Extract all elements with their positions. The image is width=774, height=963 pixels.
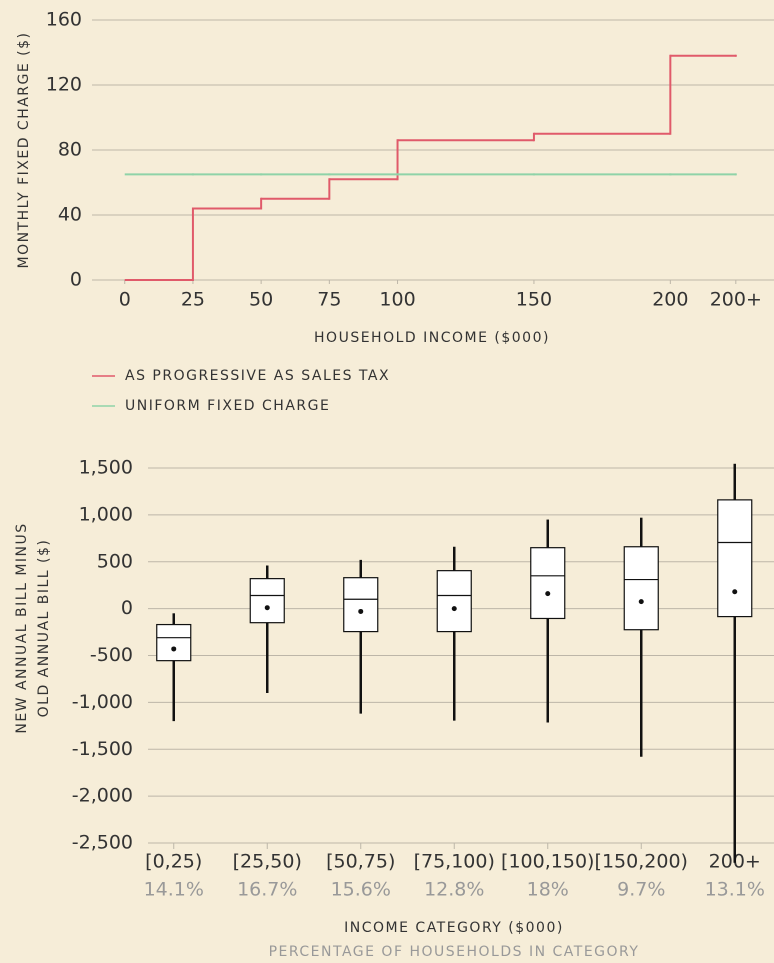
x-tick-label: 150 <box>516 289 552 311</box>
x-sub-label: 14.1% <box>144 879 204 901</box>
y-tick-label: -1,000 <box>72 691 133 713</box>
y-tick-label: 120 <box>46 74 82 96</box>
y-tick-label: -500 <box>90 644 133 666</box>
x-tick-label: 200+ <box>710 289 762 311</box>
box <box>530 547 566 620</box>
y-axis-label: NEW ANNUAL BILL MINUS <box>14 522 30 733</box>
legend-label: UNIFORM FIXED CHARGE <box>125 398 330 414</box>
x-tick-label: 0 <box>119 289 131 311</box>
mean <box>451 606 457 612</box>
x-sub-label: 18% <box>527 879 569 901</box>
y-tick-label: -2,000 <box>72 785 133 807</box>
x-tick-label: 75 <box>317 289 341 311</box>
y-tick-label: 0 <box>121 597 133 619</box>
x-tick-label: [25,50) <box>233 851 302 873</box>
y-tick-label: -2,500 <box>72 832 133 854</box>
y-tick-label: -1,500 <box>72 738 133 760</box>
y-tick-label: 80 <box>58 139 82 161</box>
box <box>717 499 753 618</box>
y-tick-label: 0 <box>70 269 82 291</box>
x-tick-label: [75,100) <box>414 851 495 873</box>
x-tick-label: 200 <box>652 289 688 311</box>
x-axis-label: HOUSEHOLD INCOME ($000) <box>314 330 550 346</box>
x-sub-label: 9.7% <box>617 879 665 901</box>
box <box>623 546 659 631</box>
x-axis-sublabel: PERCENTAGE OF HOUSEHOLDS IN CATEGORY <box>269 944 640 960</box>
box <box>249 578 285 624</box>
box <box>343 577 379 633</box>
mean <box>358 608 364 614</box>
x-sub-label: 13.1% <box>705 879 765 901</box>
x-tick-label: 100 <box>379 289 415 311</box>
mean <box>171 646 177 652</box>
x-sub-label: 12.8% <box>424 879 484 901</box>
y-tick-label: 1,000 <box>79 503 133 525</box>
box <box>156 623 192 662</box>
box <box>436 570 472 633</box>
y-axis-label: MONTHLY FIXED CHARGE ($) <box>16 31 32 268</box>
x-axis-label: INCOME CATEGORY ($000) <box>344 920 564 936</box>
mean <box>545 591 551 597</box>
y-tick-label: 500 <box>97 550 133 572</box>
legend-label: AS PROGRESSIVE AS SALES TAX <box>125 368 390 384</box>
x-tick-label: [100,150) <box>501 851 594 873</box>
x-sub-label: 16.7% <box>237 879 297 901</box>
x-tick-label: [150,200) <box>595 851 688 873</box>
x-tick-label: [50,75) <box>326 851 395 873</box>
mean <box>638 599 644 605</box>
y-tick-label: 40 <box>58 204 82 226</box>
mean <box>732 589 738 595</box>
x-tick-label: [0,25) <box>145 851 202 873</box>
x-tick-label: 50 <box>249 289 273 311</box>
mean <box>264 605 270 611</box>
x-tick-label: 25 <box>181 289 205 311</box>
y-axis-label: OLD ANNUAL BILL ($) <box>36 539 52 718</box>
y-tick-label: 1,500 <box>79 457 133 479</box>
x-sub-label: 15.6% <box>331 879 391 901</box>
y-tick-label: 160 <box>46 9 82 31</box>
